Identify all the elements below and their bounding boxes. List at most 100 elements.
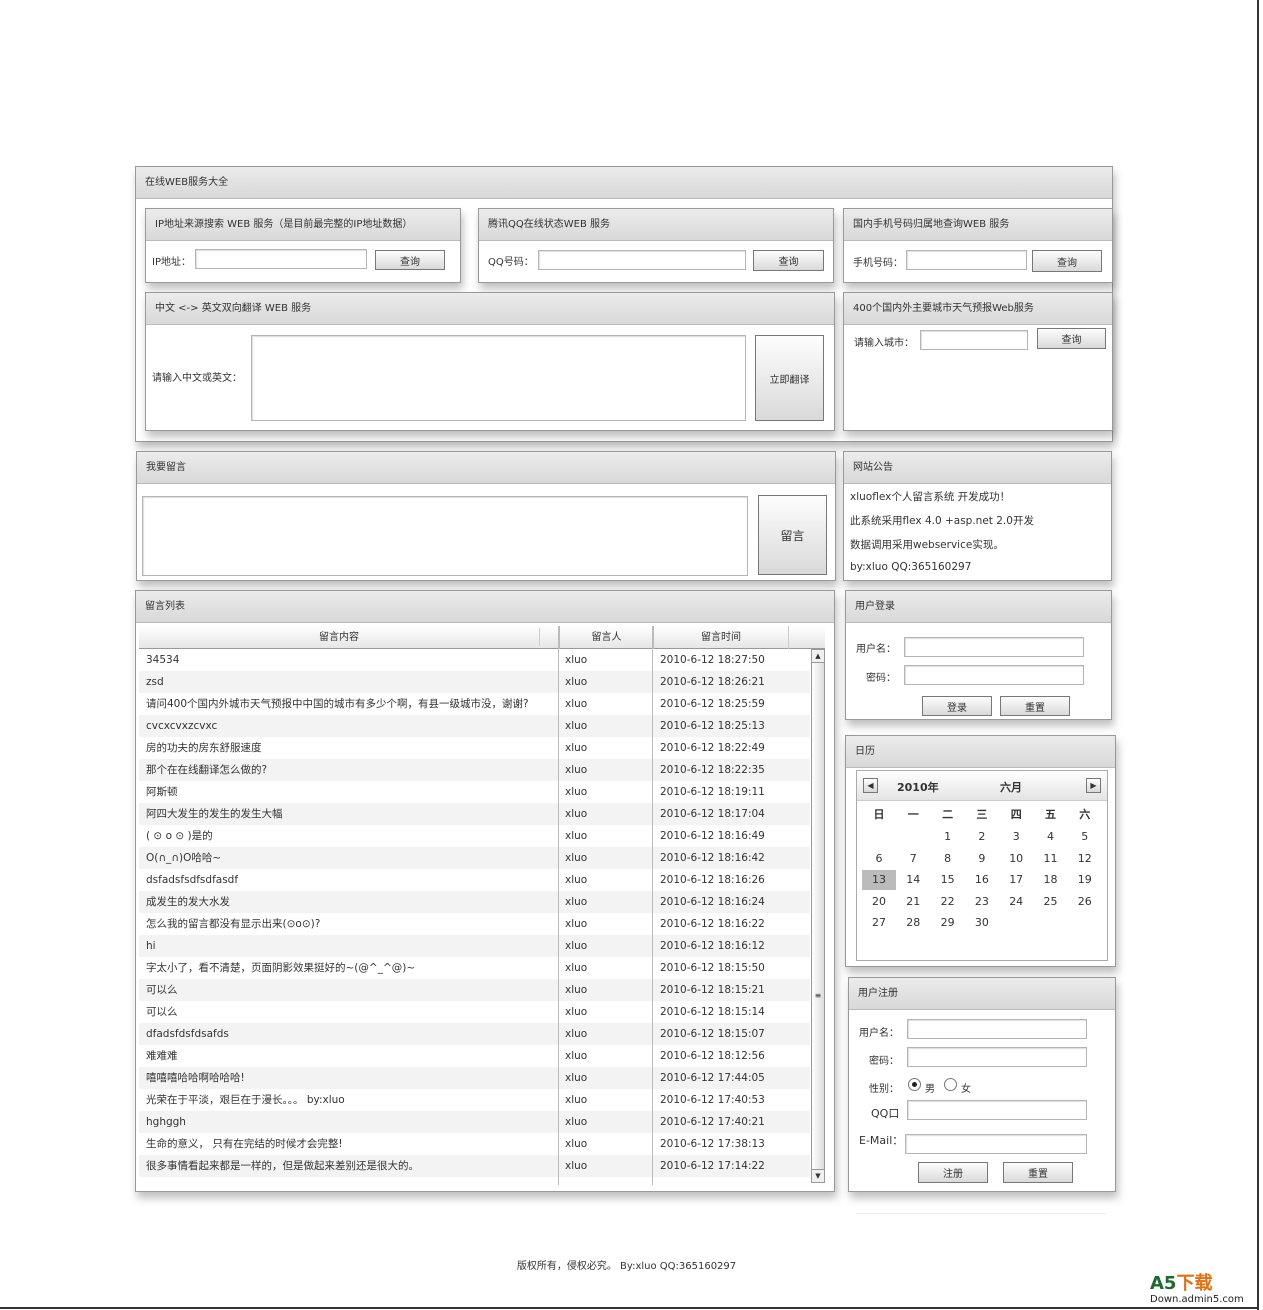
reg-password-input[interactable] [907, 1047, 1087, 1067]
register-button[interactable]: 注册 [918, 1162, 988, 1183]
table-row[interactable]: 很多事情看起来都是一样的，但是做起来差别还是很大的。 xluo 2010-6-12 … [139, 1155, 810, 1177]
cell-time: 2010-6-12 18:22:49 [660, 742, 765, 754]
login-button[interactable]: 登录 [922, 696, 992, 716]
cell-time: 2010-6-12 18:12:56 [660, 1050, 765, 1062]
calendar-day[interactable]: 5 [1081, 830, 1089, 843]
notice-panel: 网站公告 xluoflex个人留言系统 开发成功！ 此系统采用flex 4.0 … [843, 451, 1112, 581]
prev-month-icon[interactable]: ◀ [863, 778, 878, 793]
column-header-author[interactable]: 留言人 [559, 626, 653, 649]
cell-content: hi [146, 940, 156, 952]
gender-male-radio[interactable] [908, 1078, 921, 1091]
calendar-day[interactable]: 16 [974, 873, 989, 886]
weekday-label: 二 [942, 808, 954, 821]
gender-female-radio[interactable] [944, 1078, 957, 1091]
mobile-input[interactable] [906, 250, 1027, 270]
register-reset-button[interactable]: 重置 [1003, 1162, 1073, 1183]
calendar-day[interactable]: 10 [1009, 851, 1024, 865]
qq-input[interactable] [538, 250, 746, 270]
table-row[interactable]: 可以么 xluo 2010-6-12 18:15:14 [139, 1001, 810, 1023]
panel-title: 用户登录 [846, 591, 1111, 623]
table-row[interactable]: 可以么 xluo 2010-6-12 18:15:21 [139, 979, 810, 1001]
cell-author: xluo [565, 962, 588, 974]
table-row[interactable]: dfadsfdsfdsafds xluo 2010-6-12 18:15:07 [139, 1023, 810, 1045]
calendar-day[interactable]: 6 [875, 851, 883, 865]
calendar-day[interactable]: 23 [974, 894, 989, 908]
message-textarea[interactable] [142, 496, 748, 576]
calendar-day[interactable]: 25 [1043, 894, 1058, 908]
calendar-day[interactable]: 19 [1077, 873, 1092, 886]
calendar-day[interactable]: 20 [872, 894, 886, 908]
table-row[interactable]: 生命的意义， 只有在完结的时候才会完整! xluo 2010-6-12 17:38:… [139, 1133, 810, 1155]
calendar-day[interactable]: 13 [862, 870, 896, 890]
table-row[interactable]: 阿四大发生的发生的发生大幅 xluo 2010-6-12 18:17:04 [139, 803, 810, 825]
calendar-day[interactable]: 28 [906, 916, 921, 929]
translate-button[interactable]: 立即翻译 [755, 335, 824, 421]
scrollbar[interactable]: ▲ ≡ ▼ [811, 649, 825, 1183]
calendar-day[interactable]: 8 [944, 851, 952, 865]
calendar-day[interactable]: 12 [1077, 851, 1092, 865]
calendar-day[interactable]: 3 [1012, 830, 1020, 843]
reg-username-input[interactable] [907, 1019, 1087, 1039]
ip-query-button[interactable]: 查询 [375, 250, 445, 270]
calendar-day[interactable]: 14 [906, 873, 921, 886]
reg-email-input[interactable] [905, 1134, 1087, 1154]
table-row[interactable]: hghggh xluo 2010-6-12 17:40:21 [139, 1111, 810, 1133]
table-row[interactable]: 怎么我的留言都没有显示出来(⊙o⊙)? xluo 2010-6-12 18:16:2… [139, 913, 810, 935]
table-row[interactable]: 阿斯顿 xluo 2010-6-12 18:19:11 [139, 781, 810, 803]
calendar-day[interactable]: 29 [940, 916, 955, 929]
calendar-day[interactable]: 17 [1009, 873, 1024, 886]
qq-query-button[interactable]: 查询 [753, 250, 824, 271]
table-row[interactable]: ( ⊙ o ⊙ )是的 xluo 2010-6-12 18:16:49 [139, 825, 810, 847]
city-input[interactable] [920, 330, 1028, 350]
table-row[interactable]: 成发生的发大水发 xluo 2010-6-12 18:16:24 [139, 891, 810, 913]
table-row[interactable]: 字太小了，看不清楚，页面阴影效果挺好的~(@^_^@)~ xluo 2010-6-1… [139, 957, 810, 979]
calendar-day[interactable]: 18 [1043, 873, 1058, 886]
weather-query-button[interactable]: 查询 [1037, 328, 1106, 349]
table-row[interactable]: 那个在在线翻译怎么做的? xluo 2010-6-12 18:22:35 [139, 759, 810, 781]
scroll-down-icon[interactable]: ▼ [815, 1172, 821, 1180]
password-label: 密码： [866, 673, 896, 684]
table-row[interactable]: hi xluo 2010-6-12 18:16:12 [139, 935, 810, 957]
calendar-day[interactable]: 9 [978, 851, 986, 865]
calendar-day[interactable]: 26 [1077, 894, 1092, 908]
login-password-input[interactable] [904, 665, 1084, 685]
window-border [1257, 0, 1259, 1310]
table-row[interactable]: 34534 xluo 2010-6-12 18:27:50 [139, 649, 810, 671]
mobile-query-button[interactable]: 查询 [1032, 250, 1102, 272]
calendar-day[interactable]: 4 [1047, 830, 1054, 843]
column-header-content[interactable]: 留言内容 [319, 632, 359, 643]
table-row[interactable]: 嘻嘻嘻哈哈啊哈哈哈! xluo 2010-6-12 17:44:05 [139, 1067, 810, 1089]
calendar-month: 六月 [1000, 781, 1022, 794]
reg-qq-input[interactable] [907, 1100, 1087, 1120]
ip-input[interactable] [195, 249, 367, 269]
translate-textarea[interactable] [251, 335, 746, 421]
notice-line: xluoflex个人留言系统 开发成功！ [850, 491, 1011, 503]
calendar-day[interactable]: 7 [909, 851, 917, 865]
calendar-day[interactable]: 11 [1043, 851, 1058, 865]
calendar-day[interactable]: 24 [1009, 894, 1024, 908]
column-header-time[interactable]: 留言时间 [653, 626, 789, 649]
calendar-day[interactable]: 15 [940, 873, 955, 886]
table-row[interactable]: 难难难 xluo 2010-6-12 18:12:56 [139, 1045, 810, 1067]
table-row[interactable]: dsfadsfsdfsdfasdf xluo 2010-6-12 18:16:26 [139, 869, 810, 891]
table-row[interactable]: zsd xluo 2010-6-12 18:26:21 [139, 671, 810, 693]
login-username-input[interactable] [904, 637, 1084, 657]
calendar-day[interactable]: 22 [940, 894, 955, 908]
cell-author: xluo [565, 896, 588, 908]
post-message-button[interactable]: 留言 [758, 495, 827, 575]
calendar-day[interactable]: 27 [872, 916, 886, 929]
login-reset-button[interactable]: 重置 [1000, 696, 1070, 716]
calendar-day[interactable]: 2 [978, 830, 986, 843]
table-row[interactable]: O(∩_∩)O哈哈~ xluo 2010-6-12 18:16:42 [139, 847, 810, 869]
calendar-day[interactable]: 21 [906, 894, 921, 908]
scroll-thumb[interactable]: ≡ [812, 662, 824, 1170]
table-row[interactable]: 光荣在于平淡，艰巨在于漫长。。。 by:xluo xluo 2010-6-12 17… [139, 1089, 810, 1111]
table-row[interactable]: cvcxcvxzcvxc xluo 2010-6-12 18:25:13 [139, 715, 810, 737]
scroll-up-icon[interactable]: ▲ [815, 652, 821, 660]
cell-time: 2010-6-12 18:17:04 [660, 808, 765, 820]
table-row[interactable]: 请问400个国内外城市天气预报中中国的城市有多少个啊，有县一级城市没，谢谢? xl… [139, 693, 810, 715]
calendar-day[interactable]: 30 [974, 916, 989, 929]
next-month-icon[interactable]: ▶ [1086, 778, 1101, 793]
table-row[interactable]: 房的功夫的房东舒服速度 xluo 2010-6-12 18:22:49 [139, 737, 810, 759]
calendar-day[interactable]: 1 [944, 830, 952, 843]
